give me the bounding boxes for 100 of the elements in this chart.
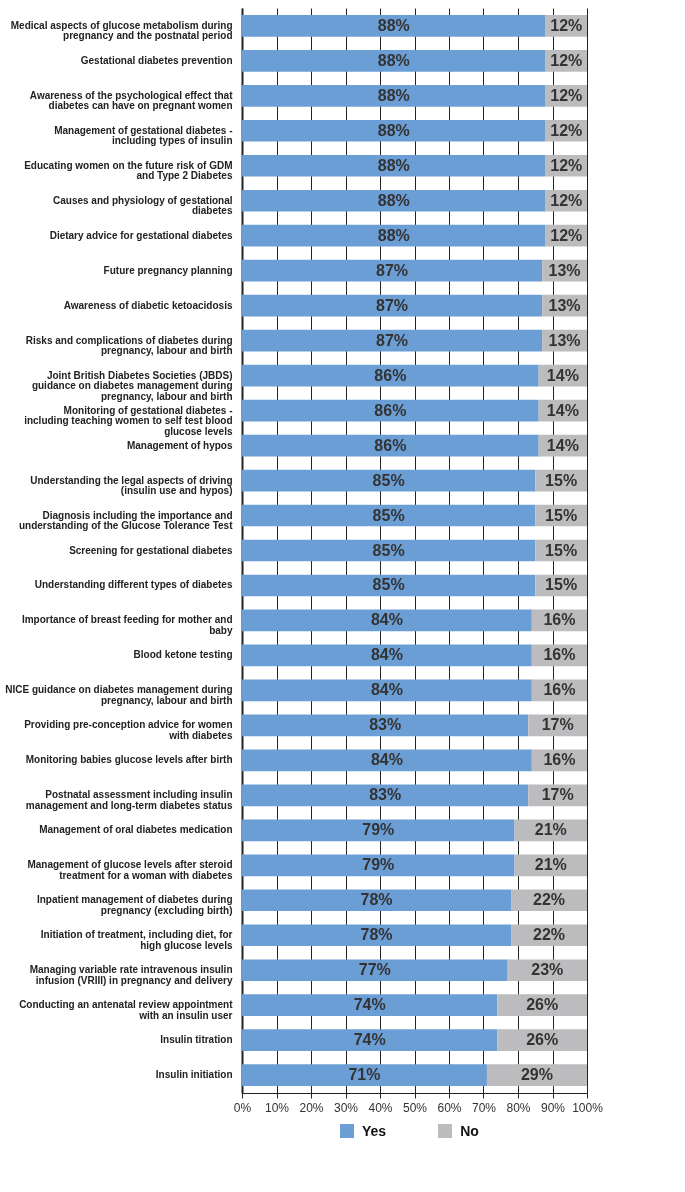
data-label: 12% [550,226,583,244]
bar [242,49,546,72]
data-label: 77% [358,961,391,979]
data-label: 88% [377,121,410,139]
data-label: 84% [370,751,403,769]
x-tick-label: 100% [572,1100,604,1115]
y-tick-label: Educating women on the future risk of GDM and Type 2 Diabetes [24,159,233,182]
y-tick-label: Future pregnancy planning [103,264,233,276]
data-label: 74% [353,1031,386,1049]
data-label: 14% [546,436,579,454]
bar [242,399,539,422]
y-tick-label: Initiation of treatment, including diet, for high glucose levels [40,929,233,951]
y-tick-label: Joint British Diabetes Societies (JBDS) guidance on diabetes management during pregnancy, labour and birth [31,369,233,402]
bar [242,504,536,527]
bar [242,889,512,912]
y-tick-label: Monitoring babies glucose levels after birth [25,754,233,766]
bar [242,154,546,177]
y-tick-label: Dietary advice for gestational diabetes [49,229,233,241]
y-tick-label: Management of gestational diabetes - including types of insulin [54,124,233,147]
data-label: 26% [526,1031,559,1049]
y-tick-label: Insulin initiation [155,1069,233,1081]
data-label: 87% [376,261,409,279]
y-tick-label: Blood ketone testing [133,649,233,661]
bar [242,784,529,807]
bar [242,84,546,107]
y-tick-label: Management of hypos [126,439,233,451]
data-label: 88% [377,86,410,104]
data-label: 15% [545,506,578,524]
data-label: 86% [374,366,407,384]
bar [242,574,536,597]
x-tick-label: 80% [506,1100,531,1115]
bar [242,609,532,632]
x-tick-label: 30% [333,1100,359,1115]
data-label: 88% [377,191,410,209]
bar [242,329,543,352]
data-label: 85% [372,471,405,489]
data-label: 29% [520,1066,553,1084]
data-label: 15% [545,576,578,594]
data-label: 16% [543,751,576,769]
y-tick-label: Insulin titration [160,1034,233,1046]
y-tick-label: Management of oral diabetes medication [39,824,233,836]
y-tick-label: Managing variable rate intravenous insulin infusion (VRIII) in pregnancy and delivery [29,964,233,986]
data-label: 14% [546,401,579,419]
data-label: 74% [353,996,386,1014]
x-tick-label: 90% [540,1100,566,1115]
data-label: 16% [543,681,576,699]
x-tick-label: 0% [233,1100,252,1115]
data-label: 88% [377,51,410,69]
data-label: 88% [377,156,410,174]
y-tick-label: Medical aspects of glucose metabolism during pregnancy and the postnatal period [10,19,233,42]
y-tick-label: NICE guidance on diabetes management during pregnancy, labour and birth [5,684,233,706]
data-label: 21% [534,856,567,874]
x-tick-label: 50% [402,1100,428,1115]
bar [242,959,508,982]
y-tick-label: Conducting an antenatal review appointment with an insulin user [19,999,234,1021]
legend-label: Yes [362,1123,387,1139]
x-tick-label: 20% [299,1100,324,1115]
data-label: 15% [545,471,578,489]
bar [242,539,536,562]
data-label: 16% [543,611,576,629]
bar [242,259,543,282]
legend-label: No [460,1123,479,1139]
data-label: 12% [550,16,583,34]
bar [242,364,539,387]
data-label: 13% [548,296,581,314]
data-label: 22% [533,926,566,944]
data-label: 23% [531,961,564,979]
data-label: 21% [534,821,567,839]
bar [242,749,532,772]
data-label: 88% [377,226,410,244]
bar [242,679,532,702]
x-tick-label: 60% [437,1100,462,1115]
data-label: 12% [550,51,583,69]
bar [242,434,539,457]
y-tick-label: Diagnosis including the importance and understanding of the Glucose Tolerance Test [18,509,234,532]
bar [242,819,515,842]
data-label: 12% [550,156,583,174]
data-label: 88% [377,16,410,34]
data-label: 87% [376,296,409,314]
data-label: 84% [370,681,403,699]
data-label: 26% [526,996,559,1014]
data-label: 83% [369,786,402,804]
data-label: 12% [550,86,583,104]
x-tick-label: 40% [368,1100,393,1115]
bar [242,119,546,142]
data-label: 14% [546,366,579,384]
bar [242,294,543,317]
y-tick-label: Inpatient management of diabetes during pregnancy (excluding birth) [36,894,233,916]
bar [242,189,546,212]
data-label: 79% [362,856,395,874]
data-label: 85% [372,576,405,594]
data-label: 86% [374,401,407,419]
bar [242,1064,487,1086]
y-tick-label: Awareness of the psychological effect that diabetes can have on pregnant women [29,89,234,112]
y-tick-label: Gestational diabetes prevention [80,54,233,66]
data-label: 85% [372,541,405,559]
bar [242,15,546,37]
x-tick-label: 70% [471,1100,497,1115]
y-tick-label: Management of glucose levels after steroid treatment for a woman with diabetes [27,859,233,881]
data-label: 17% [541,786,574,804]
